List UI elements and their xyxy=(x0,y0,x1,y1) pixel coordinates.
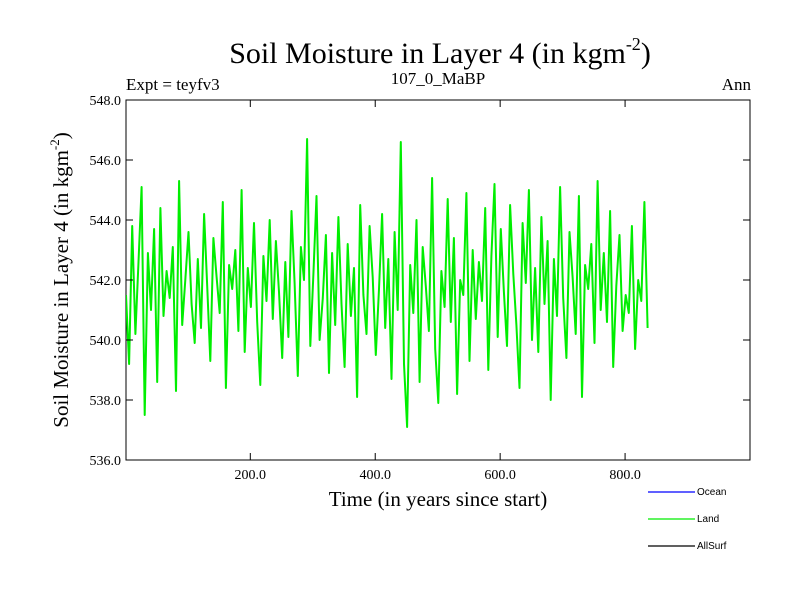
subtitle-left: Expt = teyfv3 xyxy=(126,75,220,94)
x-tick-label: 200.0 xyxy=(235,468,267,483)
x-tick-label: 800.0 xyxy=(609,468,641,483)
legend: Ocean Land AllSurf xyxy=(648,487,727,552)
series-line-land xyxy=(126,138,649,428)
chart-title: Soil Moisture in Layer 4 (in kgm-2) xyxy=(229,34,651,70)
y-tick-label: 548.0 xyxy=(90,94,122,109)
y-tick-label: 536.0 xyxy=(90,454,122,469)
y-axis-label-superscript: -2 xyxy=(47,139,62,150)
subtitle-right: Ann xyxy=(722,75,752,94)
y-tick-label: 546.0 xyxy=(90,154,122,169)
x-axis: 200.0 400.0 600.0 800.0 xyxy=(235,100,641,483)
x-tick-label: 600.0 xyxy=(484,468,516,483)
subtitle-center: 107_0_MaBP xyxy=(391,69,485,88)
legend-label-land: Land xyxy=(697,514,719,525)
y-axis: 536.0 538.0 540.0 542.0 544.0 546.0 548.0 xyxy=(90,94,750,469)
chart-title-superscript: -2 xyxy=(626,34,641,54)
y-axis-label: Soil Moisture in Layer 4 (in kgm-2) xyxy=(47,132,73,427)
plot-frame xyxy=(125,99,751,461)
x-axis-label: Time (in years since start) xyxy=(329,487,548,511)
legend-label-allsurf: AllSurf xyxy=(697,541,727,552)
legend-label-ocean: Ocean xyxy=(697,487,726,498)
x-tick-label: 400.0 xyxy=(359,468,391,483)
y-tick-label: 538.0 xyxy=(90,394,122,409)
y-tick-label: 544.0 xyxy=(90,214,122,229)
y-tick-label: 542.0 xyxy=(90,274,122,289)
y-tick-label: 540.0 xyxy=(90,334,122,349)
